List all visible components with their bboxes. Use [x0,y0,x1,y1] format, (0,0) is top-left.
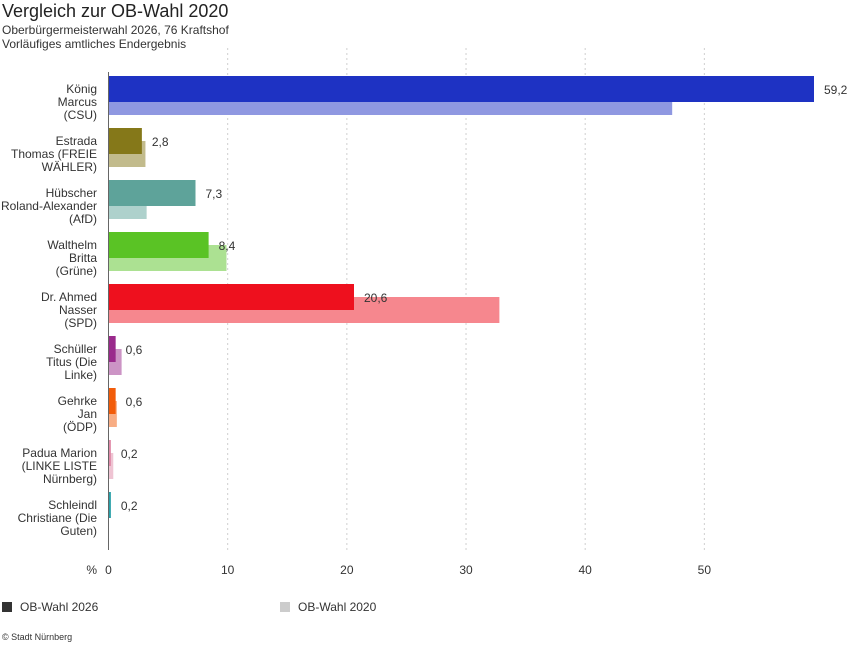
category-label: Guten) [60,524,97,538]
category-label: Gehrke [58,394,98,408]
category-label: Thomas (FREIE [11,147,97,161]
x-tick-label: 40 [579,563,593,577]
category-label: Nasser [59,303,97,317]
data-label-2026: 2,8 [152,135,169,149]
source-credit: © Stadt Nürnberg [2,632,73,642]
bar-2026 [108,180,196,206]
category-label: (SPD) [64,316,97,330]
bar-2026 [108,128,142,154]
data-label-2026: 0,2 [121,447,138,461]
category-label: (Grüne) [56,264,97,278]
data-label-2026: 0,2 [121,499,138,513]
category-label: Schleindl [48,498,97,512]
category-label: Jan [78,407,97,421]
category-label: (ÖDP) [63,420,97,434]
data-label-2026: 7,3 [205,187,222,201]
chart-subtitle-result-status: Vorläufiges amtliches Endergebnis [2,37,187,51]
bar-2026 [108,440,111,466]
bar-2026 [108,336,116,362]
category-label: Christiane (Die [18,511,98,525]
x-tick-label: 30 [459,563,473,577]
category-label: Marcus [58,95,97,109]
category-label: Schüller [54,342,97,356]
data-label-2026: 20,6 [364,291,388,305]
bar-2026 [108,284,354,310]
data-label-2026: 8,4 [219,239,236,253]
data-label-2026: 0,6 [126,343,143,357]
bar-2026 [108,388,116,414]
category-label: (CSU) [64,108,97,122]
category-label: Estrada [56,134,98,148]
chart-title: Vergleich zur OB-Wahl 2020 [2,1,229,21]
category-label: Padua Marion [22,446,97,460]
legend-item-2020[interactable]: OB-Wahl 2020 [280,600,376,614]
legend-swatch-2020 [280,602,290,612]
legend-swatch-2026 [2,602,12,612]
bar-2026 [108,76,814,102]
category-label: Titus (Die [46,355,97,369]
category-label: Roland-Alexander [1,199,97,213]
x-axis-unit-label: % [86,563,97,577]
category-label: König [66,82,97,96]
data-label-2026: 59,2 [824,83,848,97]
category-label: (AfD) [69,212,97,226]
x-tick-label: 20 [340,563,354,577]
chart-subtitle: Oberbürgermeisterwahl 2026, 76 Kraftshof [2,23,229,37]
legend-label-2020: OB-Wahl 2020 [298,600,377,614]
category-label: Dr. Ahmed [41,290,97,304]
category-label: WÄHLER) [42,160,97,174]
bar-2026 [108,232,209,258]
category-label: Walthelm [47,238,97,252]
category-label: Nürnberg) [43,472,97,486]
bar-2026 [108,492,111,518]
category-label: Britta [69,251,97,265]
category-label: (LINKE LISTE [22,459,97,473]
x-tick-label: 50 [698,563,712,577]
category-label: Linke) [64,368,97,382]
legend-item-2026[interactable]: OB-Wahl 2026 [2,600,98,614]
data-label-2026: 0,6 [126,395,143,409]
legend-label-2026: OB-Wahl 2026 [20,600,99,614]
x-tick-label: 0 [105,563,112,577]
x-tick-label: 10 [221,563,235,577]
category-label: Hübscher [46,186,97,200]
